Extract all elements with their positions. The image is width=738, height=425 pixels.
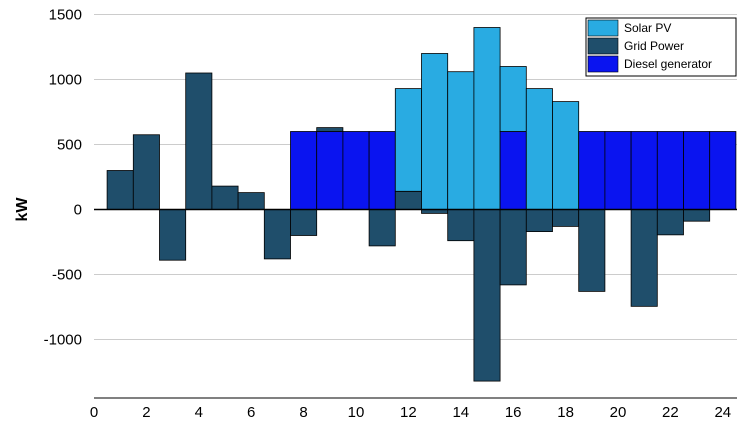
y-axis-tick-labels: 1500 1000 500 0 -500 -1000 — [44, 7, 82, 349]
bar-diesel-generator-h9 — [316, 131, 344, 210]
x-tick-label: 12 — [400, 404, 417, 421]
bar-diesel-generator-h10 — [342, 131, 370, 210]
legend-label: Diesel generator — [624, 57, 712, 71]
bar-diesel-generator-h8 — [290, 131, 318, 210]
bar-diesel-generator-h16 — [499, 131, 527, 210]
x-tick-label: 24 — [714, 404, 731, 421]
bar-grid-power-h21 — [630, 209, 658, 307]
bar-diesel-generator-h24 — [709, 131, 737, 210]
bar-grid-power-h15 — [473, 209, 501, 382]
bar-diesel-generator-h11 — [368, 131, 396, 210]
bars — [106, 27, 737, 382]
bar-grid-power-h18 — [552, 209, 580, 227]
y-tick-label: 1500 — [49, 7, 82, 24]
bar-solar-pv-h18 — [552, 101, 580, 210]
bar-grid-power-h7 — [263, 209, 291, 260]
x-tick-label: 8 — [299, 404, 307, 421]
bar-solar-pv-h17 — [525, 88, 553, 210]
bar-solar-pv-h13 — [421, 53, 449, 210]
y-tick-label: 1000 — [49, 72, 82, 89]
bar-grid-power-h16 — [499, 209, 527, 286]
x-tick-label: 4 — [195, 404, 203, 421]
bar-grid-power-h22 — [656, 209, 684, 236]
x-tick-label: 10 — [348, 404, 365, 421]
y-tick-label: 500 — [57, 137, 82, 154]
bar-grid-power-h8 — [290, 209, 318, 236]
bar-solar-pv-h14 — [447, 71, 475, 210]
bar-grid-power-h2 — [132, 134, 160, 210]
legend: Solar PV Grid Power Diesel generator — [585, 17, 737, 77]
x-tick-label: 0 — [90, 404, 98, 421]
x-tick-label: 16 — [505, 404, 522, 421]
x-tick-label: 22 — [662, 404, 679, 421]
x-tick-label: 2 — [142, 404, 150, 421]
bar-grid-power-h1 — [106, 170, 134, 210]
bar-grid-power-h3 — [159, 209, 187, 261]
bar-grid-power-h19 — [578, 209, 606, 292]
bar-diesel-generator-h19 — [578, 131, 606, 210]
bar-grid-power-h12 — [394, 190, 422, 210]
bar-diesel-generator-h20 — [604, 131, 632, 210]
x-tick-label: 20 — [610, 404, 627, 421]
y-tick-label: -1000 — [44, 332, 82, 349]
bar-solar-pv-h12 — [394, 88, 422, 192]
bar-grid-power-h17 — [525, 209, 553, 233]
bar-grid-power-h23 — [683, 209, 711, 222]
bar-grid-power-h14 — [447, 209, 475, 242]
x-tick-label: 14 — [452, 404, 469, 421]
legend-label: Solar PV — [624, 21, 671, 35]
bar-diesel-generator-h21 — [630, 131, 658, 210]
bar-diesel-generator-h23 — [683, 131, 711, 210]
bar-grid-power-h9 — [316, 127, 344, 132]
legend-label: Grid Power — [624, 39, 684, 53]
bar-diesel-generator-h22 — [656, 131, 684, 210]
y-tick-label: 0 — [74, 202, 82, 219]
legend-swatch — [587, 19, 619, 37]
y-axis-title: kW — [14, 197, 31, 222]
x-tick-label: 18 — [557, 404, 574, 421]
bar-grid-power-h5 — [211, 185, 239, 210]
bar-solar-pv-h15 — [473, 27, 501, 210]
legend-swatch — [587, 37, 619, 55]
bar-grid-power-h11 — [368, 209, 396, 247]
bar-grid-power-h6 — [237, 192, 265, 210]
x-axis-tick-labels: 0 2 4 6 8 10 12 14 16 18 20 22 24 — [90, 404, 731, 421]
y-tick-label: -500 — [52, 267, 82, 284]
bar-solar-pv-h16 — [499, 66, 527, 132]
legend-swatch — [587, 55, 619, 73]
x-tick-label: 6 — [247, 404, 255, 421]
bar-grid-power-h4 — [185, 72, 213, 210]
